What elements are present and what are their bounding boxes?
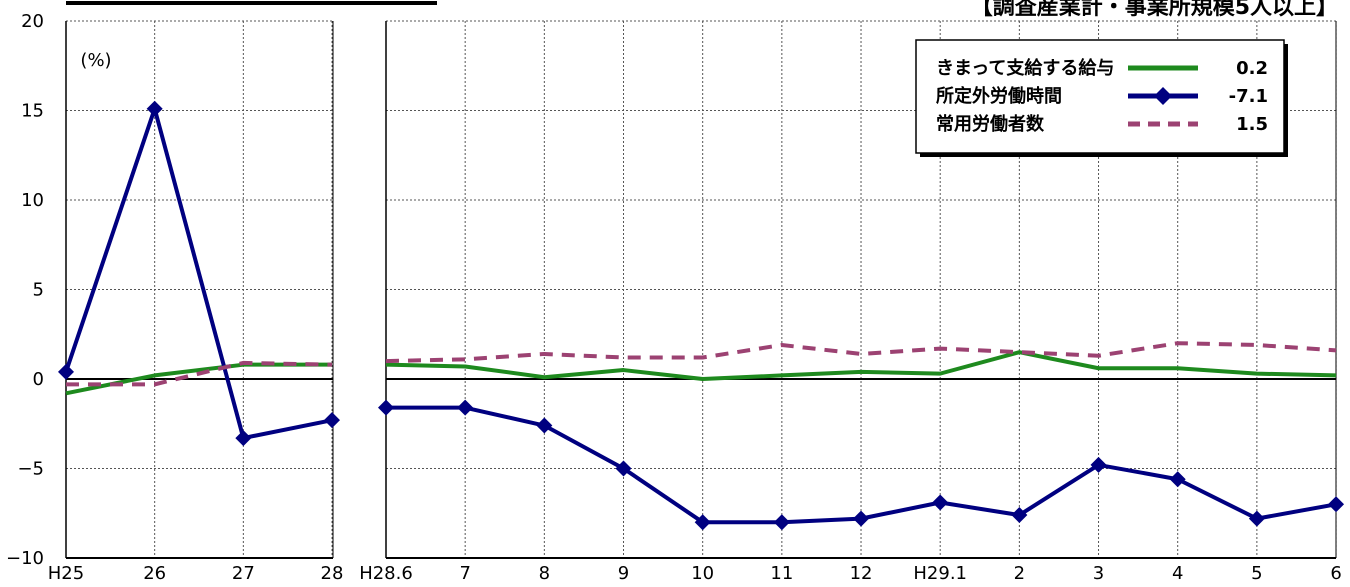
x-tick-label: 6: [1330, 563, 1341, 583]
data-point-overtime: [932, 494, 949, 511]
data-point-overtime: [324, 412, 341, 429]
data-point-overtime: [235, 430, 252, 447]
legend-marker-overtime: [1154, 87, 1172, 105]
legend-label: 常用労働者数: [936, 113, 1045, 135]
series-line-employees: [66, 360, 333, 387]
legend-box: [915, 39, 1285, 154]
x-tick-label: 5: [1251, 563, 1262, 583]
series-line-overtime: [64, 106, 333, 441]
x-tick-label: H28.6: [359, 563, 413, 583]
y-tick-label: 15: [21, 101, 44, 122]
y-tick-label: 5: [33, 280, 44, 301]
data-point-overtime: [694, 514, 711, 531]
legend-value: 0.2: [1236, 58, 1268, 79]
x-tick-label: 4: [1172, 563, 1183, 583]
data-point-overtime: [1011, 507, 1028, 524]
data-point-overtime: [1090, 456, 1107, 473]
y-tick-label: −10: [6, 548, 44, 569]
data-point-overtime: [1248, 510, 1265, 527]
x-tick-label: H25: [48, 563, 84, 583]
y-tick-label: 10: [21, 190, 44, 211]
x-tick-label: 28: [321, 563, 344, 583]
x-tick-label: 8: [539, 563, 550, 583]
x-tick-label: 7: [459, 563, 470, 583]
data-point-overtime: [457, 399, 474, 416]
legend-value: -7.1: [1229, 86, 1268, 107]
data-point-overtime: [58, 363, 74, 380]
legend-label: 所定外労働時間: [936, 85, 1062, 107]
data-point-overtime: [378, 399, 394, 416]
unit-label: (%): [80, 50, 111, 71]
x-tick-label: 12: [850, 563, 873, 583]
series-line-employees: [385, 341, 1337, 364]
data-point-overtime: [615, 460, 632, 477]
x-tick-label: 10: [691, 563, 714, 583]
legend-label: きまって支給する給与: [936, 57, 1114, 79]
y-tick-label: 0: [33, 369, 44, 390]
series-line-wage: [385, 350, 1337, 381]
x-tick-label: 26: [143, 563, 166, 583]
chart-title: 【調査産業計・事業所規模5人以上】: [971, 0, 1338, 20]
legend-value: 1.5: [1236, 114, 1268, 135]
x-tick-label: 3: [1093, 563, 1104, 583]
x-tick-label: 27: [232, 563, 255, 583]
data-point-overtime: [1328, 496, 1345, 513]
data-point-overtime: [1169, 471, 1186, 488]
data-point-overtime: [773, 514, 790, 531]
x-tick-label: H29.1: [913, 563, 967, 583]
data-point-overtime: [536, 417, 553, 434]
y-tick-label: −5: [17, 459, 44, 480]
data-point-overtime: [146, 100, 163, 117]
x-tick-label: 9: [618, 563, 629, 583]
y-tick-label: 20: [21, 11, 44, 32]
x-tick-label: 11: [770, 563, 793, 583]
data-point-overtime: [853, 510, 870, 527]
x-tick-label: 2: [1014, 563, 1025, 583]
